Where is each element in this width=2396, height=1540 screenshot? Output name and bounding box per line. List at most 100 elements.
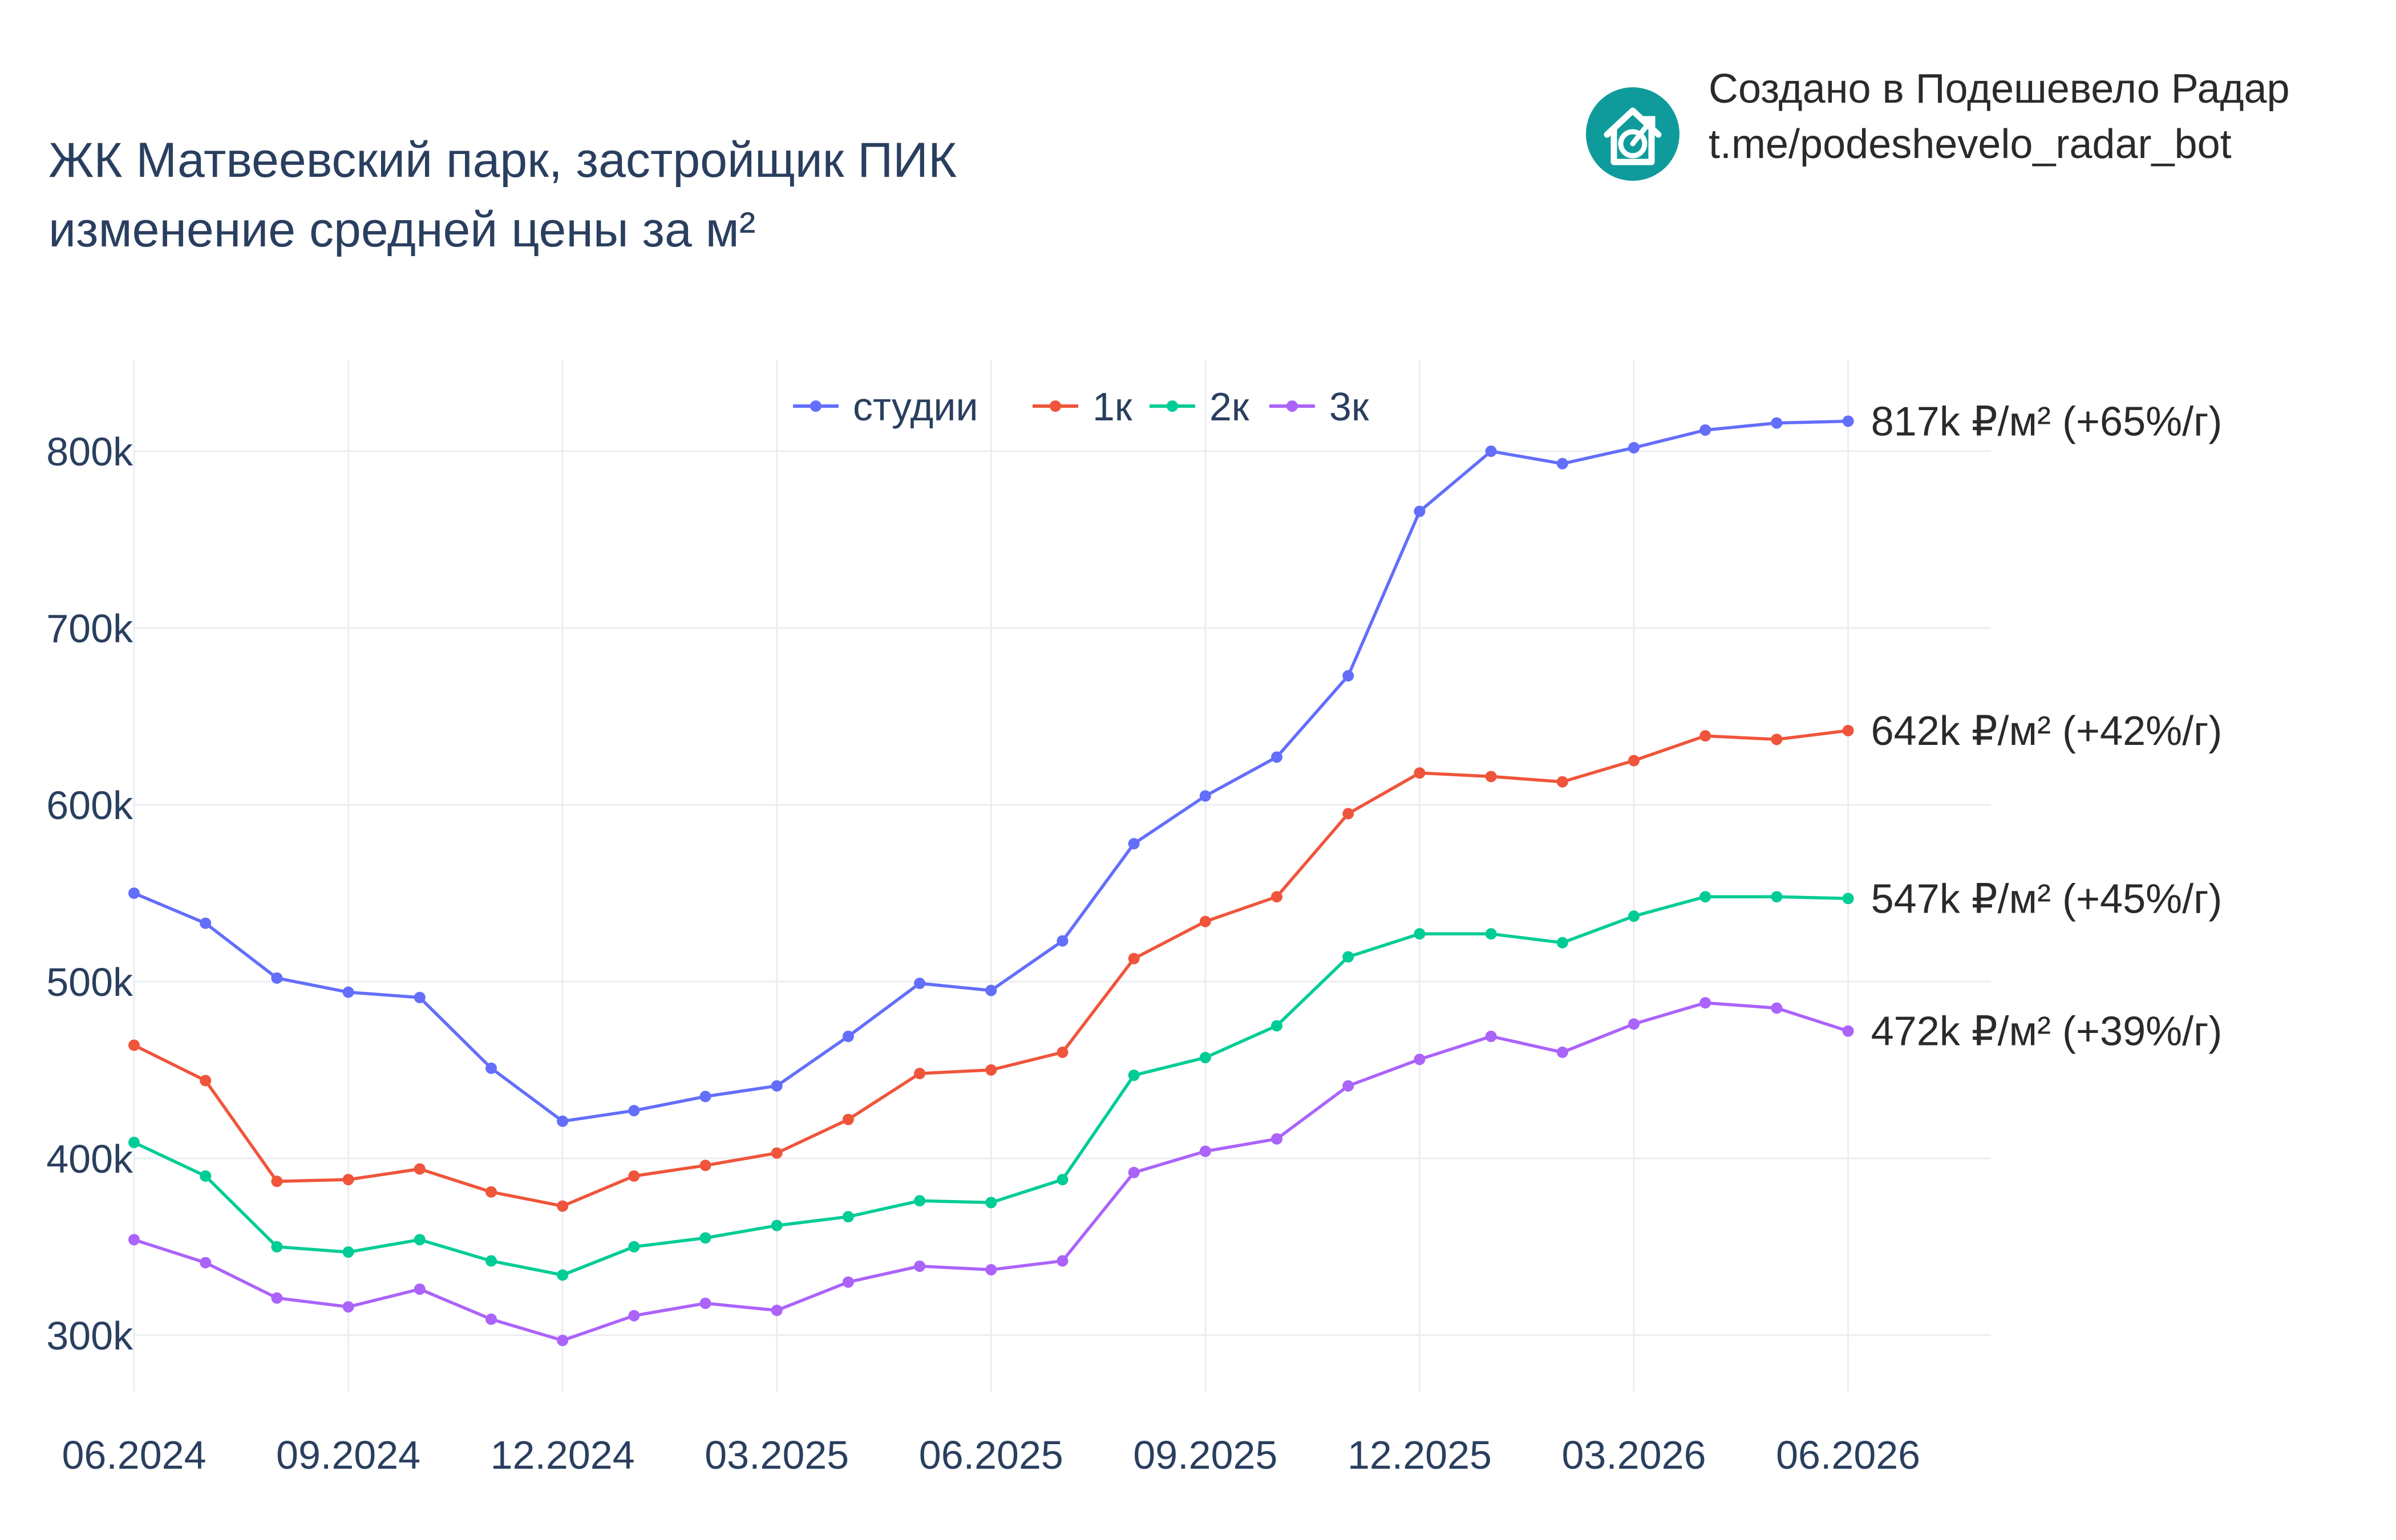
data-point [1271, 1133, 1283, 1145]
legend-swatch-marker [1050, 400, 1061, 412]
data-point [128, 1136, 140, 1148]
data-point [1699, 424, 1711, 436]
legend-label: студии [853, 384, 978, 429]
data-point [128, 887, 140, 899]
data-point [914, 978, 926, 990]
data-point [914, 1195, 926, 1207]
data-point [1842, 724, 1854, 736]
data-point [771, 1147, 783, 1159]
x-axis: 06.2024 09.2024 12.2024 03.2025 06.2025 09.20… [62, 1433, 1920, 1477]
data-point [628, 1105, 640, 1117]
data-point [699, 1232, 711, 1244]
y-tick-label: 800k [46, 429, 133, 474]
legend-label: 2к [1209, 384, 1249, 429]
x-tick-label: 12.2025 [1347, 1433, 1492, 1477]
data-point [1414, 505, 1426, 517]
x-tick-label: 06.2024 [62, 1433, 206, 1477]
data-point [1771, 891, 1783, 903]
data-point [985, 984, 997, 996]
x-tick-label: 12.2024 [491, 1433, 635, 1477]
data-point [1556, 776, 1568, 788]
data-point [1342, 1080, 1354, 1092]
chart-title: ЖК Матвеевский парк, застройщик ПИК [48, 133, 957, 188]
legend-label: 3к [1329, 384, 1369, 429]
data-point [1271, 1020, 1283, 1032]
data-point [485, 1062, 497, 1074]
x-tick-label: 03.2025 [705, 1433, 849, 1477]
data-point [414, 1163, 426, 1175]
credit-link: t.me/podeshevelo_radar_bot [1709, 121, 2232, 167]
series-end-label: 547k ₽/м² (+45%/г) [1871, 876, 2223, 922]
data-point [128, 1234, 140, 1246]
data-point [628, 1310, 640, 1322]
data-point [699, 1160, 711, 1172]
y-axis: 300k 400k 500k 600k 700k 800k [46, 429, 133, 1358]
data-point [1414, 767, 1426, 779]
data-point [771, 1080, 783, 1092]
data-point [1199, 790, 1211, 802]
data-point [842, 1031, 854, 1043]
data-point [1271, 751, 1283, 763]
data-point [1842, 893, 1854, 905]
series: 817k ₽/м² (+65%/г) 642k ₽/м² (+42%/г) 547k… [128, 399, 2223, 1347]
data-point [1771, 417, 1783, 429]
series-end-label: 817k ₽/м² (+65%/г) [1871, 399, 2223, 444]
data-point [1128, 838, 1140, 850]
data-point [1699, 891, 1711, 903]
data-point [1556, 1046, 1568, 1058]
grid [133, 359, 1991, 1392]
data-point [985, 1064, 997, 1076]
legend-item[interactable]: 1к [1033, 384, 1132, 429]
data-point [1771, 733, 1783, 745]
data-point [271, 1292, 283, 1304]
data-point [1842, 1025, 1854, 1037]
legend-item[interactable]: 3к [1269, 384, 1369, 429]
data-point [1628, 441, 1640, 453]
house-with-arrow-icon [1586, 87, 1679, 181]
data-point [1128, 1166, 1140, 1178]
data-point [842, 1211, 854, 1223]
data-point [1485, 445, 1497, 457]
data-point [485, 1313, 497, 1325]
data-point [1199, 1145, 1211, 1157]
x-tick-label: 06.2026 [1776, 1433, 1920, 1477]
y-tick-label: 600k [46, 783, 133, 828]
data-point [271, 972, 283, 984]
data-point [985, 1197, 997, 1209]
data-point [1485, 1031, 1497, 1043]
data-point [1556, 937, 1568, 949]
data-point [914, 1068, 926, 1080]
y-tick-label: 500k [46, 960, 133, 1004]
data-point [914, 1260, 926, 1272]
data-point [200, 1257, 212, 1269]
data-point [771, 1304, 783, 1316]
data-point [985, 1264, 997, 1276]
data-point [342, 1301, 354, 1313]
data-point [1271, 891, 1283, 903]
data-point [1342, 670, 1354, 682]
legend-item[interactable]: студии [793, 384, 978, 429]
legend-swatch-marker [1286, 400, 1298, 412]
series-end-label: 472k ₽/м² (+39%/г) [1871, 1009, 2223, 1055]
y-tick-label: 300k [46, 1314, 133, 1358]
data-point [557, 1269, 569, 1281]
data-point [699, 1091, 711, 1103]
data-point [1199, 915, 1211, 927]
data-point [1057, 935, 1069, 947]
data-point [1128, 1069, 1140, 1081]
series-3: 547k ₽/м² (+45%/г) [128, 876, 2223, 1281]
data-point [1842, 415, 1854, 427]
data-point [342, 1246, 354, 1258]
data-point [1771, 1002, 1783, 1014]
data-point [1699, 997, 1711, 1009]
legend-item[interactable]: 2к [1150, 384, 1249, 429]
data-point [200, 1075, 212, 1087]
legend-label: 1к [1092, 384, 1132, 429]
data-point [771, 1219, 783, 1231]
data-point [414, 991, 426, 1003]
data-point [842, 1276, 854, 1288]
data-point [1556, 457, 1568, 469]
data-point [699, 1298, 711, 1310]
legend[interactable]: студии 1к 2к 3к [793, 384, 1369, 429]
